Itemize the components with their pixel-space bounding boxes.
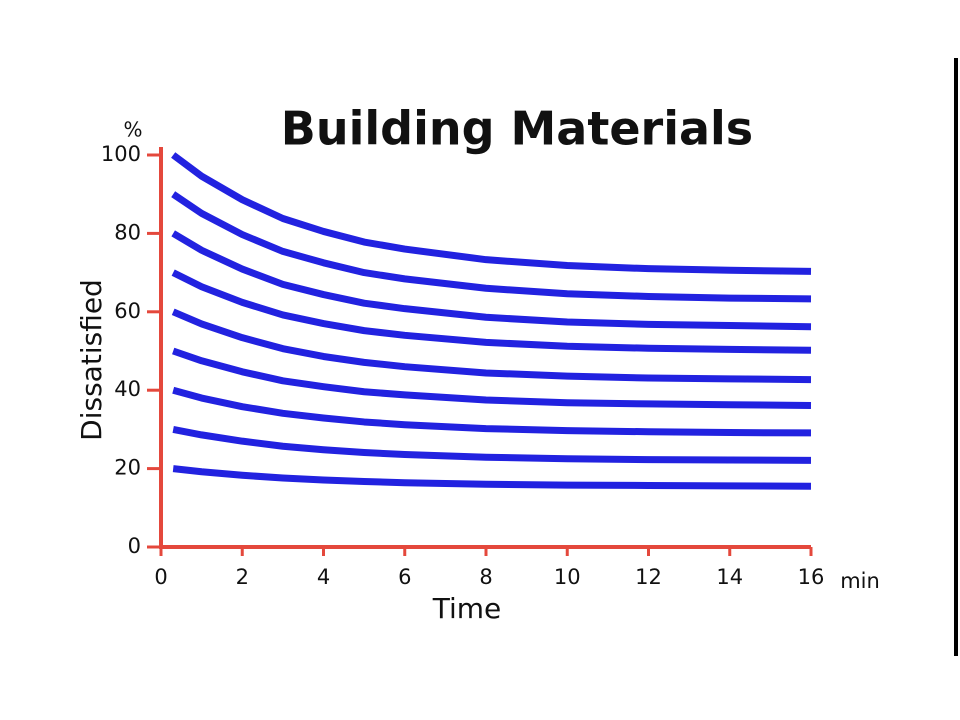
x-tick-label: 10 [554,565,581,589]
data-line [171,269,812,354]
y-tick-label: 40 [114,377,141,401]
data-line [171,308,812,384]
data-line [172,347,812,409]
data-line [171,230,812,331]
data-line [172,465,812,490]
chart-title: Building Materials [281,102,753,156]
data-line [172,425,812,464]
y-tick-label: 100 [101,142,141,166]
x-tick-label: 16 [798,565,825,589]
y-tick-label: 60 [114,299,141,323]
y-tick-label: 0 [128,534,141,558]
x-tick-label: 14 [716,565,743,589]
y-axis-label: Dissatisfied [75,279,108,441]
x-tick-label: 8 [479,565,492,589]
y-tick-label: 80 [114,220,141,244]
x-tick-label: 0 [154,565,167,589]
data-line [171,191,812,303]
x-tick-label: 4 [317,565,330,589]
x-axis-label: Time [432,592,502,625]
data-line [171,152,812,275]
x-tick-label: 12 [635,565,662,589]
x-tick-label: 6 [398,565,411,589]
y-tick-label: 20 [114,456,141,480]
x-unit: min [840,569,880,593]
x-tick-label: 2 [236,565,249,589]
y-unit: % [123,118,142,142]
data-line [172,386,812,437]
